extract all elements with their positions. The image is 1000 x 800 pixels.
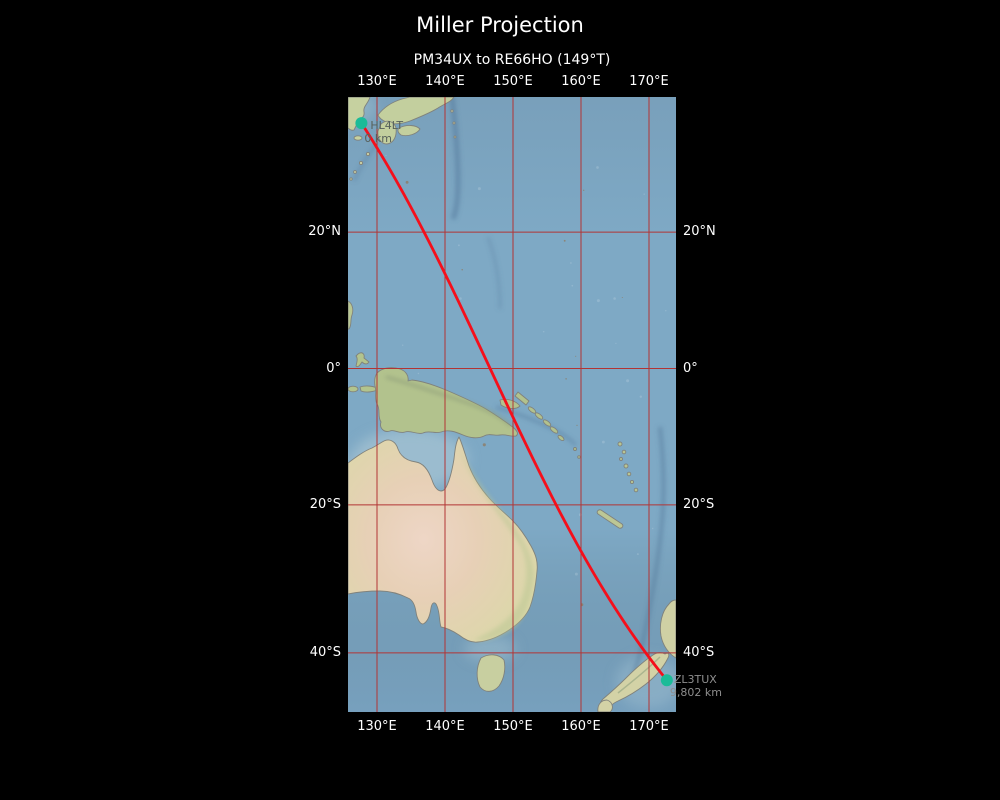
start-marker-distance: 0 km: [364, 132, 392, 146]
end-marker-distance: 9,802 km: [669, 686, 722, 700]
graticule-grid: [348, 97, 676, 712]
land-mindanao: [348, 300, 354, 330]
nz-southern-alps-ridge: [617, 656, 661, 694]
lon-tick-top-2: 150°E: [493, 74, 533, 89]
map-image: [348, 97, 676, 712]
lat-tick-left-3: 40°S: [309, 644, 341, 660]
lon-tick-bottom-0: 130°E: [357, 719, 397, 734]
start-marker: [355, 117, 368, 130]
lat-tick-left-2: 20°S: [309, 496, 341, 512]
page-title: Miller Projection: [416, 13, 584, 37]
landmasses: [348, 97, 676, 712]
lon-tick-bottom-4: 170°E: [629, 719, 669, 734]
lon-tick-top-4: 170°E: [629, 74, 669, 89]
start-marker-callsign: HL4LT: [370, 119, 404, 133]
end-marker-callsign: ZL3TUX: [673, 673, 717, 687]
lon-tick-top-3: 160°E: [561, 74, 601, 89]
lat-tick-right-1: 0°: [683, 360, 698, 376]
land-new-caledonia: [596, 509, 624, 529]
land-new-ireland: [514, 391, 530, 406]
land-nz-north-island: [659, 599, 676, 659]
land-vanuatu: [617, 441, 639, 493]
lon-tick-bottom-3: 160°E: [561, 719, 601, 734]
end-marker: [660, 674, 673, 687]
land-jeju: [353, 135, 363, 141]
new-guinea-ridge: [385, 375, 512, 427]
australia-east-coast-greens: [456, 442, 534, 641]
land-ryukyu-islands: [349, 109, 457, 181]
land-buru: [348, 385, 359, 393]
map-subtitle: PM34UX to RE66HO (149°T): [413, 52, 611, 68]
land-australia: [348, 436, 538, 643]
land-shikoku: [397, 125, 421, 137]
map-canvas: [348, 97, 676, 712]
land-tasmania: [476, 654, 506, 692]
route-layer: [355, 117, 673, 687]
lat-tick-right-0: 20°N: [683, 224, 716, 240]
route-line: [360, 121, 669, 682]
lon-tick-bottom-2: 150°E: [493, 719, 533, 734]
lon-tick-top-0: 130°E: [357, 74, 397, 89]
lat-tick-left-0: 20°N: [308, 224, 341, 240]
lat-tick-right-3: 40°S: [683, 644, 715, 660]
lon-tick-bottom-1: 140°E: [425, 719, 465, 734]
lat-tick-left-1: 0°: [326, 360, 341, 376]
land-kyushu: [377, 120, 397, 145]
lat-tick-right-2: 20°S: [683, 496, 715, 512]
land-nz-southland: [597, 699, 613, 712]
lon-tick-top-1: 140°E: [425, 74, 465, 89]
land-halmahera: [355, 352, 370, 368]
land-solomon-islands: [527, 406, 581, 459]
